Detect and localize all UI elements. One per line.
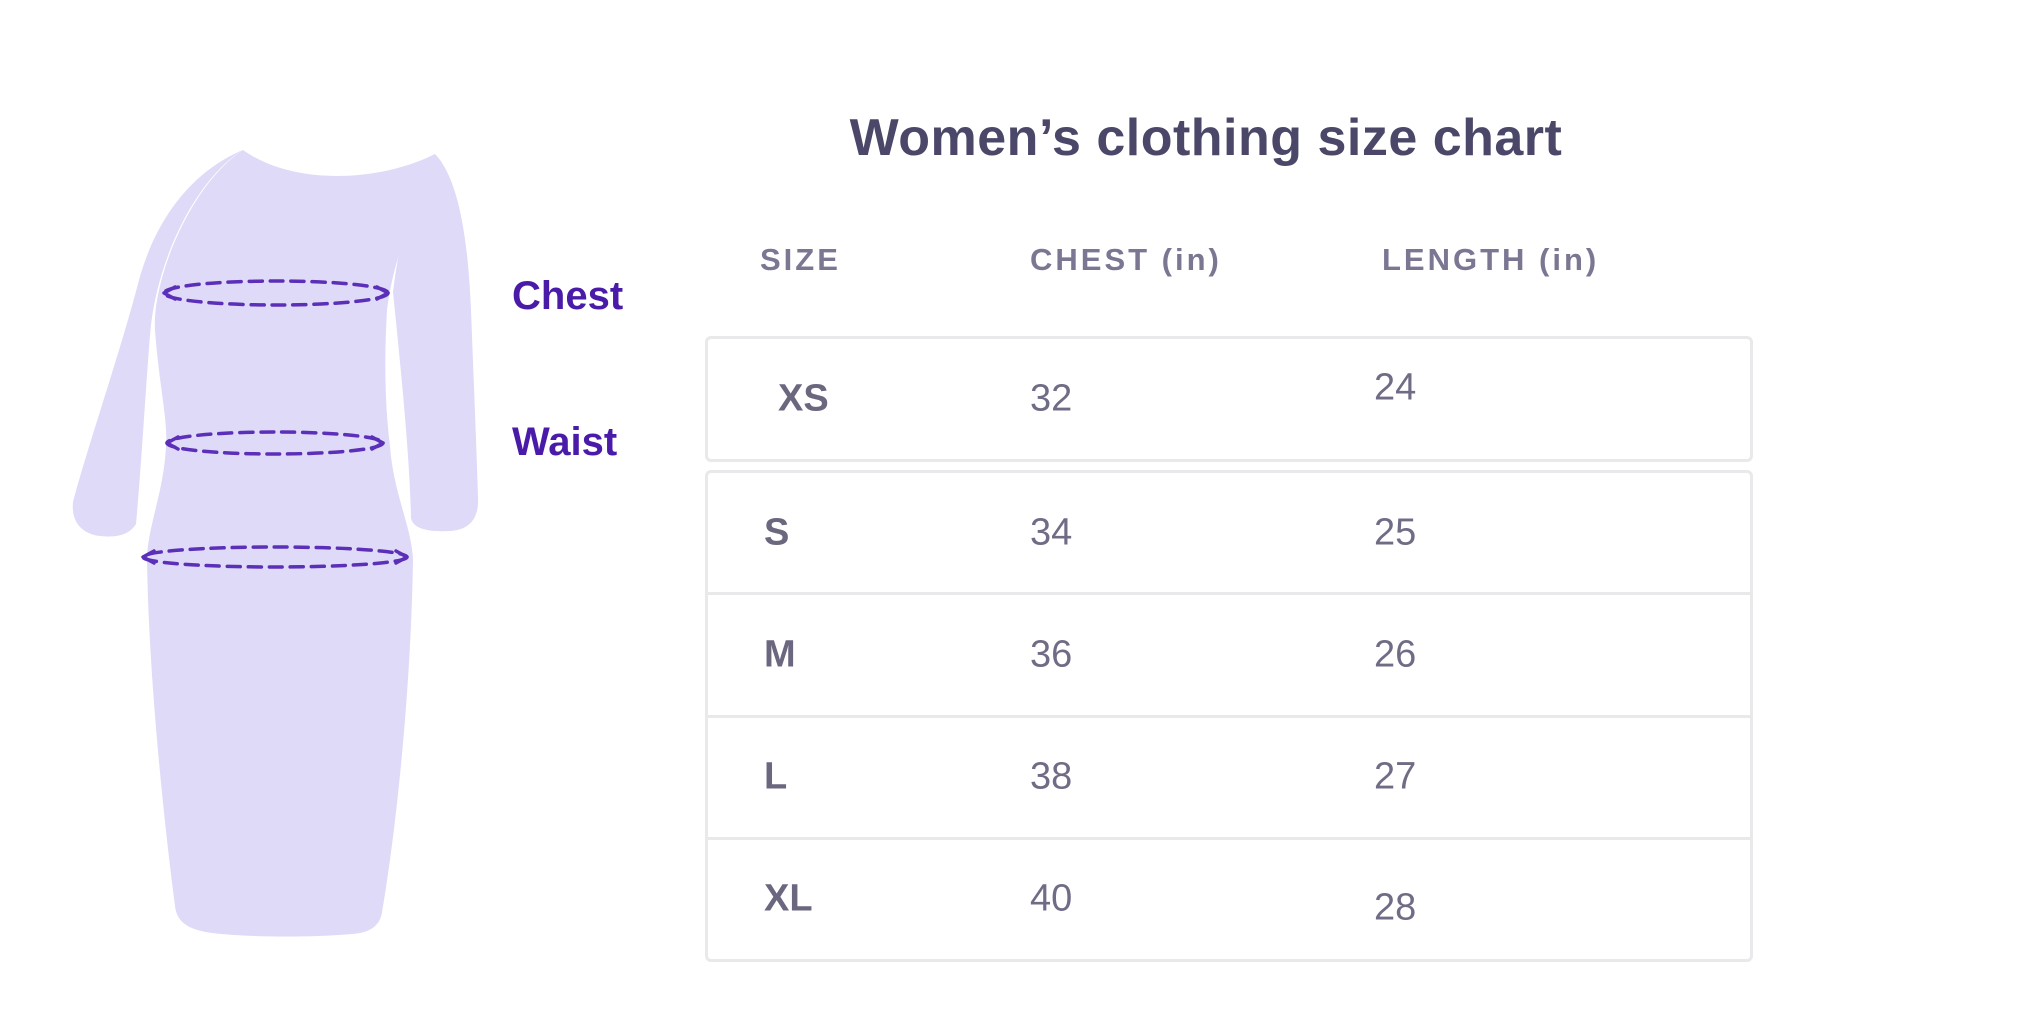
chest-measure-line [162,279,390,307]
size-value: S [764,511,790,554]
chest-arrow-left-icon [162,285,177,301]
chest-arrow-right-icon [375,285,390,301]
length-value: 26 [1374,633,1417,676]
hip-measure-line [141,545,409,569]
chest-value: 38 [1030,755,1073,798]
size-table-box-xs: XS 32 24 [705,336,1753,462]
page-title: Women’s clothing size chart [849,109,1563,167]
column-header-size: SIZE [760,242,841,277]
hip-arrow-right-icon [394,549,409,565]
table-row: XS 32 24 [708,339,1750,459]
table-row: L 38 27 [708,714,1750,837]
chest-value: 34 [1030,511,1073,554]
dress-right-sleeve [393,154,479,532]
waist-arrow-right-icon [370,435,385,451]
dress-silhouette [72,150,479,937]
dress-illustration [72,150,479,937]
chest-value: 36 [1030,633,1073,676]
size-value: XS [778,377,829,420]
chest-value: 32 [1030,377,1073,420]
length-value: 24 [1374,366,1417,409]
size-value: L [764,755,788,798]
waist-label: Waist [512,420,618,464]
column-header-chest: CHEST (in) [1030,242,1222,277]
hip-arrow-left-icon [141,549,156,565]
size-table-box-main: S 34 25 M 36 26 L 38 27 XL 40 28 [705,470,1753,962]
waist-arrow-left-icon [165,435,180,451]
table-row: M 36 26 [708,592,1750,714]
size-value: M [764,633,796,676]
dress-body [147,150,435,937]
length-value: 27 [1374,755,1417,798]
table-row: S 34 25 [708,473,1750,592]
table-row: XL 40 28 [708,836,1750,959]
chest-label: Chest [512,274,624,318]
chest-value: 40 [1030,877,1073,920]
length-value: 28 [1374,886,1417,929]
size-value: XL [764,877,813,920]
column-header-length: LENGTH (in) [1382,242,1600,277]
dress-left-sleeve [72,150,244,537]
length-value: 25 [1374,511,1417,554]
waist-measure-line [165,430,385,456]
